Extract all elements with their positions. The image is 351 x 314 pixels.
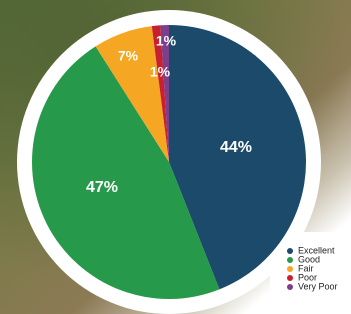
legend-marker: [287, 248, 293, 254]
slice-label: 47%: [86, 179, 118, 196]
legend-marker: [287, 266, 293, 272]
legend-marker: [287, 284, 293, 290]
page: 44%47%7%1%1% ExcellentGoodFairPoorVery P…: [0, 0, 351, 314]
pie: 44% 47% 7% 1% 1%: [32, 25, 306, 299]
legend-label: Very Poor: [298, 281, 338, 291]
chart: 44%47%7%1%1% ExcellentGoodFairPoorVery P…: [0, 0, 351, 314]
slice-label: 1%: [150, 64, 171, 80]
legend-marker: [287, 275, 293, 281]
legend-marker: [287, 257, 293, 263]
slice-label: 44%: [220, 139, 252, 156]
slice-label: 7%: [118, 48, 139, 64]
slice-label: 1%: [156, 33, 177, 49]
